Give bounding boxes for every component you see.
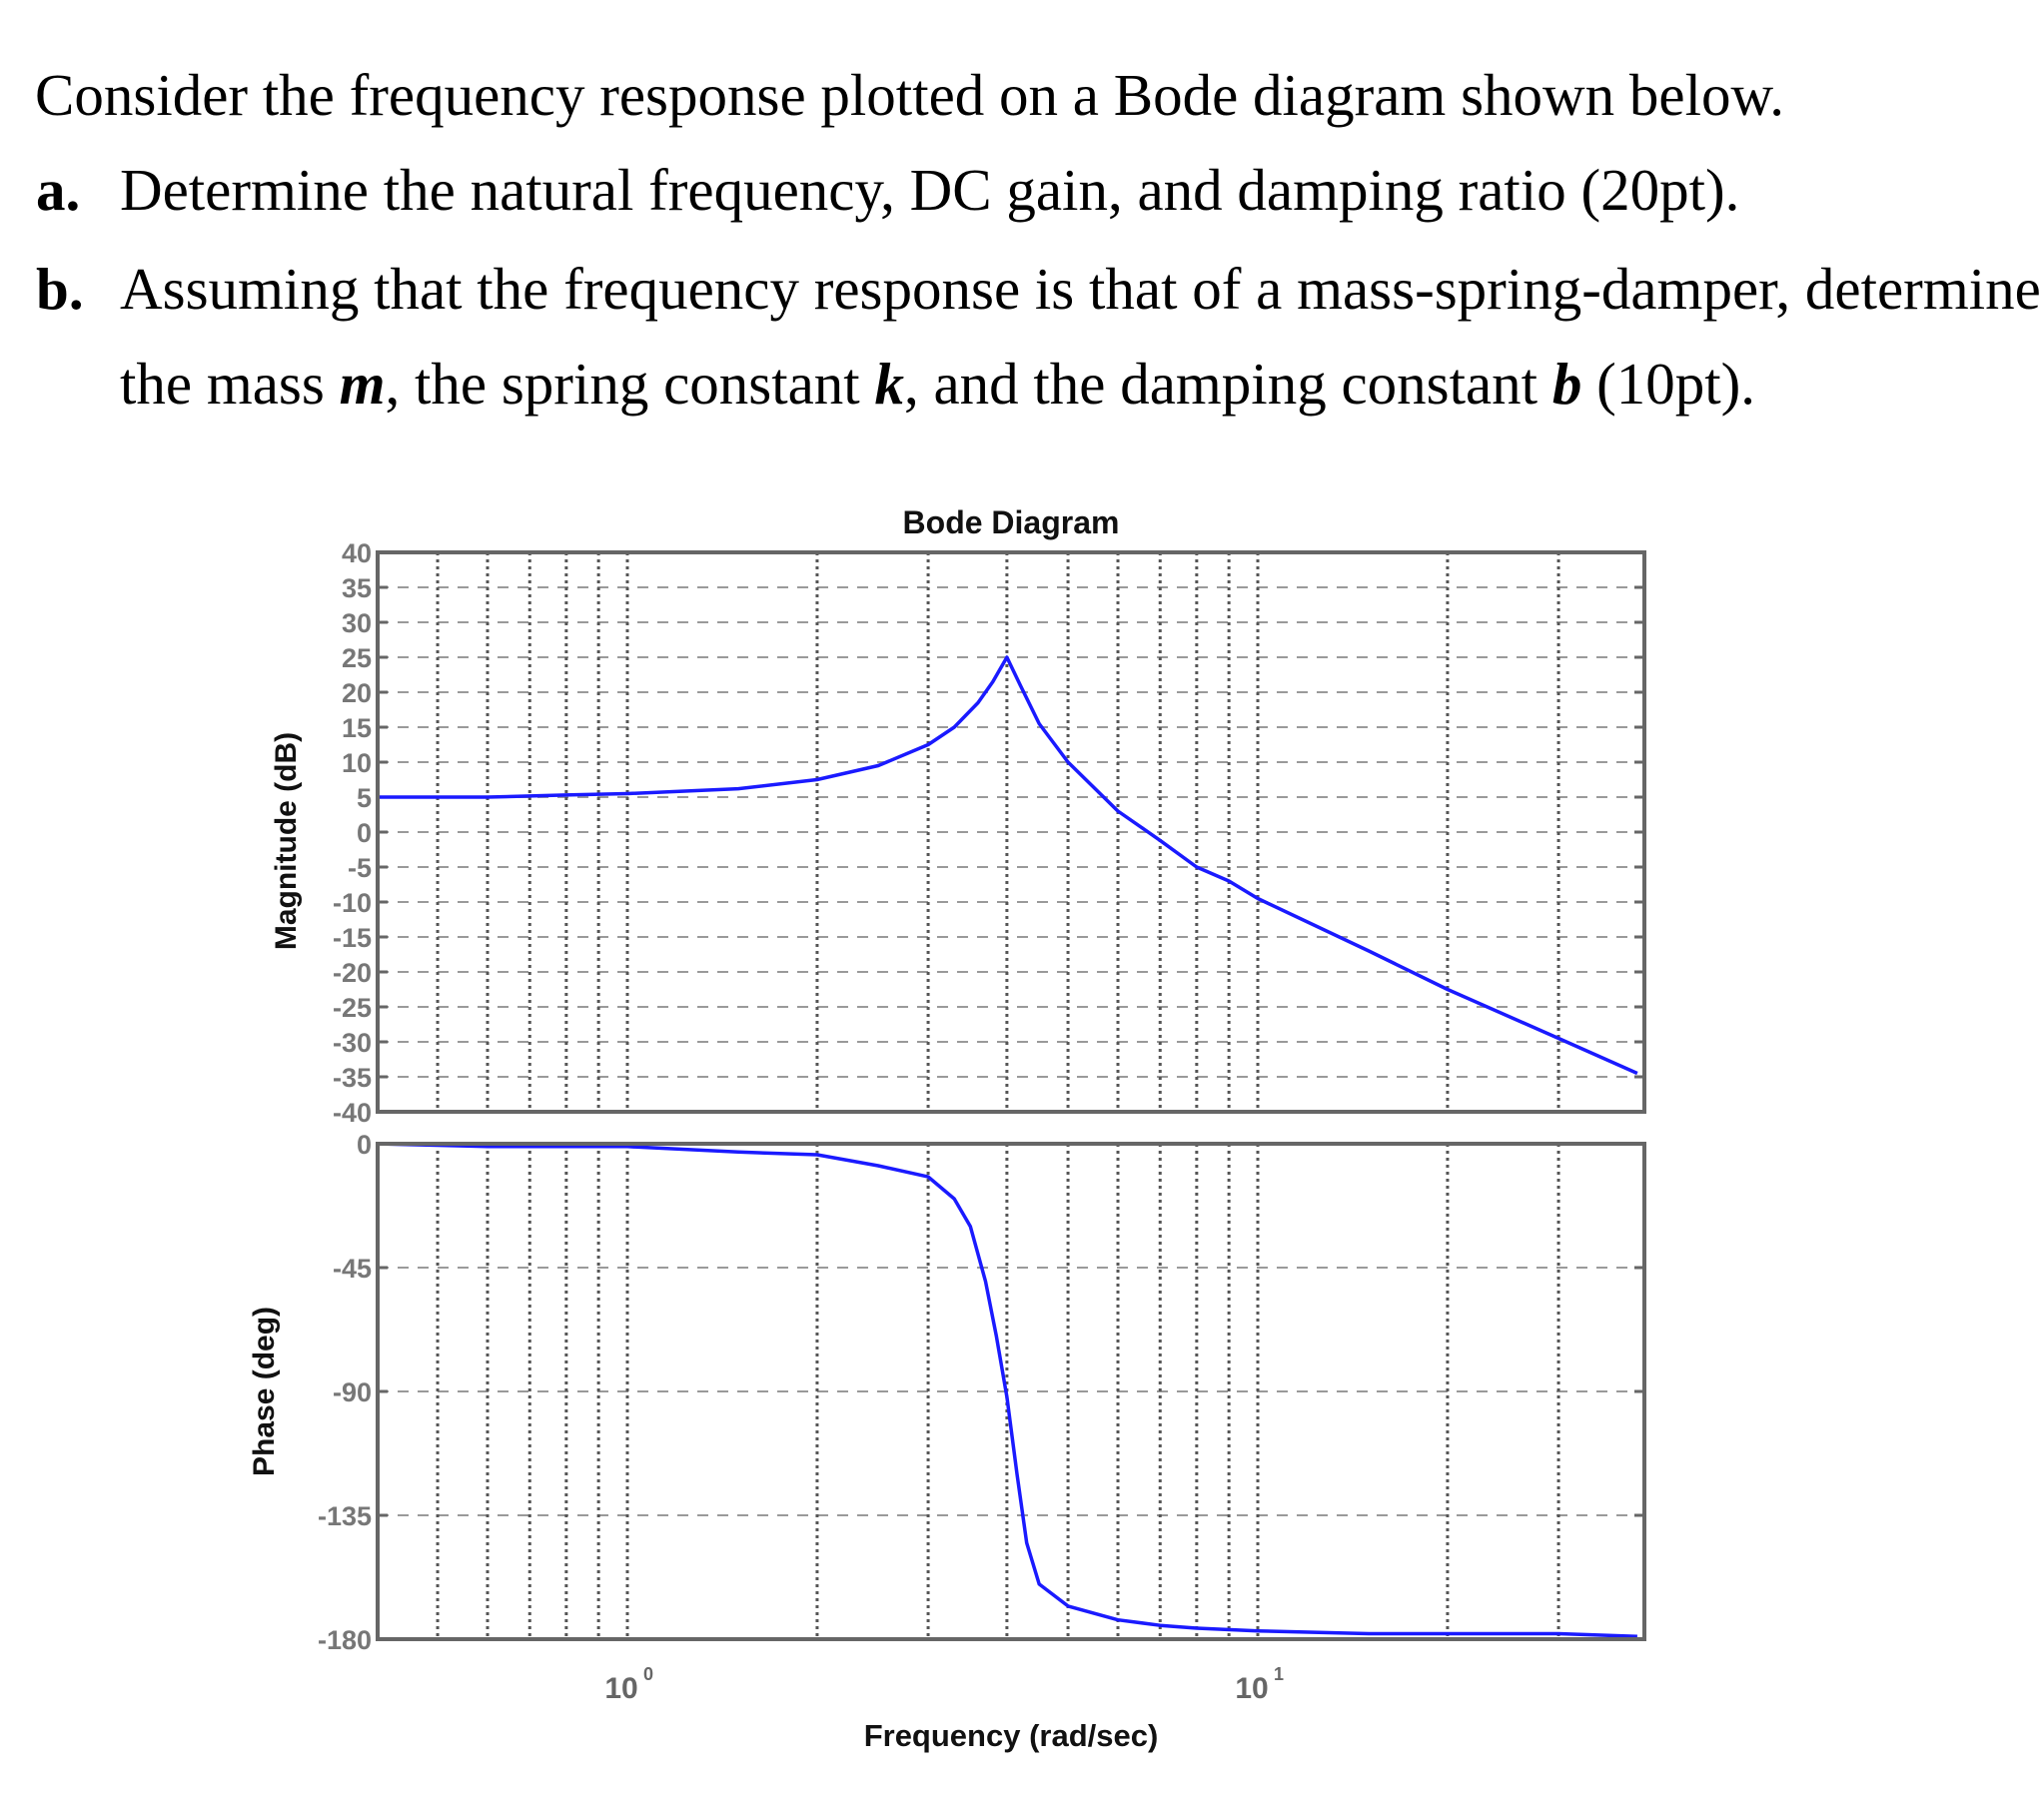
- y-tick-label: -20: [333, 958, 372, 988]
- part-b-text-segment: the mass: [120, 351, 340, 417]
- x-tick-label: 10: [604, 1672, 637, 1705]
- y-tick-label: -35: [333, 1063, 372, 1093]
- y-tick-label: -180: [318, 1625, 372, 1655]
- intro-text: Consider the frequency response plotted …: [35, 62, 1784, 128]
- variable-m: m: [339, 351, 386, 417]
- y-tick-label: 5: [357, 783, 372, 813]
- y-tick-label: -10: [333, 888, 372, 918]
- y-tick-label: -40: [333, 1098, 372, 1128]
- y-tick-label: 10: [342, 748, 372, 778]
- magnitude-plot-frame: [376, 550, 1646, 1114]
- part-b-text-line2: the mass m, the spring constant k, and t…: [120, 355, 1755, 414]
- phase-axis-label: Phase (deg): [248, 1307, 281, 1476]
- part-b-text-segment: , the spring constant: [385, 351, 875, 417]
- y-tick-label: -135: [318, 1501, 372, 1531]
- phase-curve: [376, 1142, 1637, 1638]
- y-tick-label: 25: [342, 643, 372, 673]
- y-tick-label: 40: [342, 538, 372, 568]
- part-b-text-segment: (10pt).: [1581, 351, 1755, 417]
- frequency-tick-labels: 10 0 10 1: [604, 1664, 1284, 1705]
- x-tick-exponent: 0: [643, 1664, 653, 1684]
- magnitude-axis-ticks: 40 35 30 25 20 15 10 5 0 -5 -10 -15 -20 -25 -30 -35 -40: [333, 538, 1644, 1128]
- y-tick-label: -25: [333, 993, 372, 1023]
- variable-b: b: [1551, 351, 1582, 417]
- x-tick-exponent: 1: [1274, 1664, 1284, 1684]
- part-b-text-segment: , and the damping constant: [903, 351, 1552, 417]
- part-b-label: b.: [36, 256, 84, 322]
- magnitude-gridlines: [378, 552, 1644, 1112]
- y-tick-label: -5: [348, 853, 372, 883]
- part-b-text-line1: Assuming that the frequency response is …: [120, 256, 2041, 322]
- chart-title: Bode Diagram: [903, 504, 1120, 540]
- y-tick-label: 0: [357, 1130, 372, 1160]
- phase-gridlines: [378, 1144, 1644, 1639]
- frequency-axis-label: Frequency (rad/sec): [864, 1718, 1159, 1753]
- y-tick-label: 35: [342, 573, 372, 603]
- part-a-text: Determine the natural frequency, DC gain…: [120, 157, 1740, 223]
- y-tick-label: 30: [342, 608, 372, 638]
- y-tick-label: -30: [333, 1028, 372, 1058]
- y-tick-label: -15: [333, 923, 372, 953]
- magnitude-axis-label: Magnitude (dB): [270, 732, 303, 950]
- magnitude-curve: [376, 655, 1638, 1076]
- y-tick-label: -45: [333, 1254, 372, 1284]
- y-tick-label: 0: [357, 818, 372, 848]
- y-tick-label: -90: [333, 1377, 372, 1407]
- part-a-label: a.: [36, 157, 81, 223]
- variable-k: k: [874, 351, 904, 417]
- phase-plot-frame: [376, 1142, 1646, 1641]
- y-tick-label: 20: [342, 678, 372, 708]
- y-tick-label: 15: [342, 713, 372, 743]
- x-tick-label: 10: [1235, 1672, 1268, 1705]
